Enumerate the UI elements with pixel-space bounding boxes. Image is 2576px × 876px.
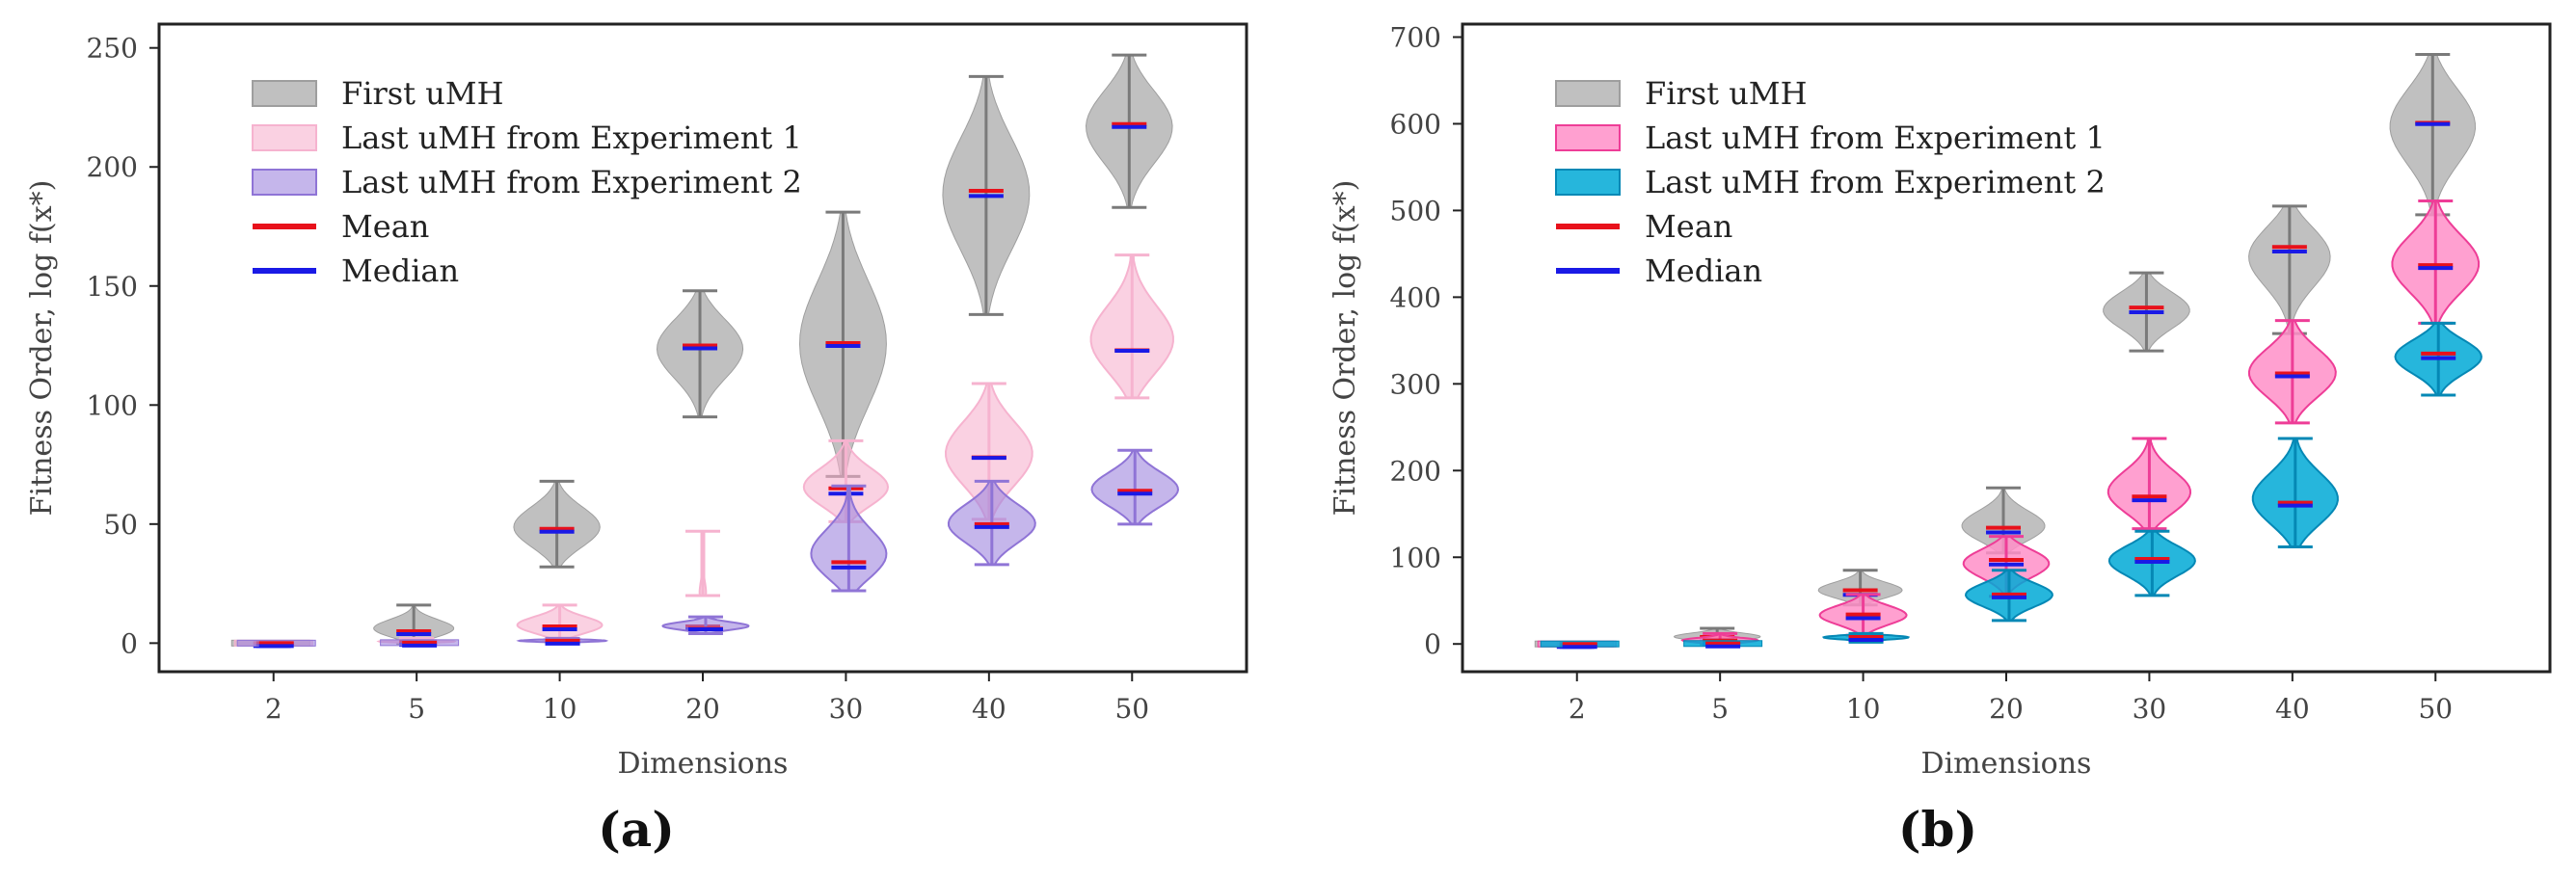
legend-label: Last uMH from Experiment 1 [1645,119,2106,156]
y-tick-label: 700 [1390,21,1441,53]
legend-swatch [252,80,317,107]
y-tick-label: 0 [121,627,138,659]
legend-label: Last uMH from Experiment 2 [1645,164,2106,200]
x-tick-label: 50 [2418,693,2453,725]
legend-swatch [1555,124,1621,151]
y-tick-label: 400 [1390,281,1441,313]
legend-label: Median [1645,252,1762,289]
legend-swatch [1555,169,1621,196]
y-tick-label: 600 [1390,108,1441,140]
x-axis-label: Dimensions [1921,747,2092,781]
y-tick-label: 300 [1390,368,1441,400]
x-tick-label: 30 [829,693,864,725]
legend-label: Mean [341,208,429,245]
x-tick-label: 20 [685,693,720,725]
y-tick-label: 250 [87,33,138,65]
panel-label: (a) [598,801,675,858]
y-tick-label: 100 [87,389,138,421]
x-tick-label: 30 [2133,693,2167,725]
legend-swatch [252,169,317,196]
x-tick-label: 50 [1114,693,1149,725]
legend-swatch [1555,80,1621,107]
x-tick-label: 10 [543,693,577,725]
y-tick-label: 0 [1424,628,1441,660]
legend-label: First uMH [1645,75,1807,112]
y-tick-label: 100 [1390,542,1441,573]
x-tick-label: 20 [1989,693,2024,725]
x-tick-label: 2 [1569,693,1586,725]
legend-label: First uMH [341,75,503,112]
legend-label: Last uMH from Experiment 2 [341,164,802,200]
x-tick-label: 40 [2275,693,2310,725]
y-axis-label: Fitness Order, log f(x*) [1328,180,1362,517]
y-tick-label: 200 [1390,455,1441,487]
y-axis-label: Fitness Order, log f(x*) [25,180,59,517]
x-tick-label: 2 [265,693,282,725]
legend-label: Mean [1645,208,1732,245]
y-tick-label: 50 [103,509,138,541]
legend-label: Last uMH from Experiment 1 [341,119,802,156]
x-tick-label: 5 [1711,693,1729,725]
legend-label: Median [341,252,459,289]
x-tick-label: 40 [972,693,1006,725]
x-tick-label: 5 [408,693,425,725]
y-tick-label: 150 [87,271,138,303]
legend-swatch [252,124,317,151]
y-tick-label: 500 [1390,195,1441,226]
x-tick-label: 10 [1846,693,1881,725]
x-axis-label: Dimensions [618,747,789,781]
panel-b: 0 100 200 300 400 500 600 700 2 5 10 20 30 40 50 Dimens… [1328,21,2552,858]
y-tick-label: 200 [87,151,138,183]
panel-a: 0 50 100 150 200 250 2 5 10 20 30 40 50 Dimensions Fit… [25,22,1248,858]
panel-label: (b) [1898,801,1977,858]
